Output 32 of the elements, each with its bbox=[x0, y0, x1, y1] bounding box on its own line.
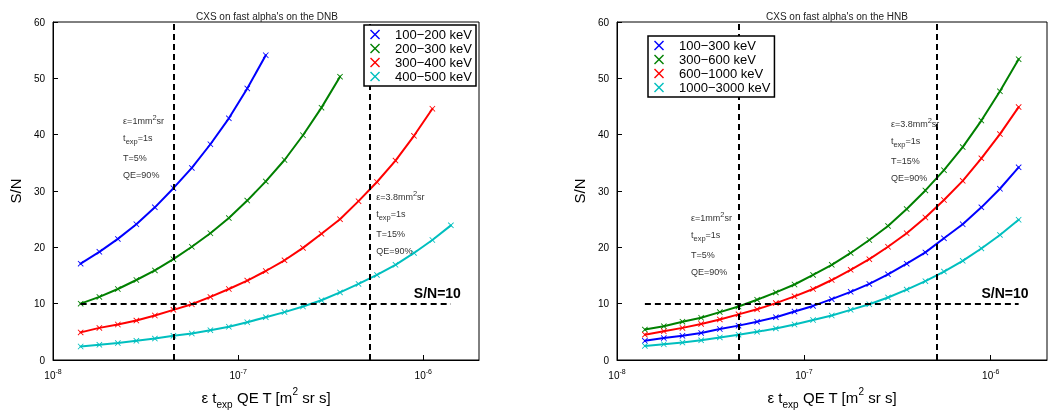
ref-line-label: S/N=10 bbox=[413, 284, 462, 301]
text: ε=3.8mm$^{2}$sr t$_{exp}$=1s T=15% QE=90% bbox=[890, 116, 940, 184]
y-tick-label: 50 bbox=[33, 72, 46, 84]
y-tick-label: 60 bbox=[597, 16, 610, 28]
text: ε=1mm$^{2}$sr t$_{exp}$=1s T=5% QE=90% bbox=[690, 209, 732, 277]
text: ε=3.8mm$^{2}$sr t$_{exp}$=1s T=15% QE=90% bbox=[376, 189, 425, 256]
y-tick-label: 30 bbox=[33, 185, 46, 197]
y-tick-label: 20 bbox=[597, 241, 610, 253]
text: ε=1mm$^{2}$sr t$_{exp}$=1s T=5% QE=90% bbox=[123, 112, 165, 180]
legend-label: 100−300 keV bbox=[679, 38, 757, 53]
legend-label: 300−600 keV bbox=[679, 52, 757, 67]
legend-label: 300−400 keV bbox=[395, 55, 473, 70]
legend-label: 1000−3000 keV bbox=[679, 80, 771, 95]
y-axis-title: S/N bbox=[570, 178, 588, 204]
y-tick-label: 30 bbox=[597, 185, 610, 197]
ref-line-label: S/N=10 bbox=[981, 284, 1029, 301]
y-tick-label: 40 bbox=[33, 129, 46, 141]
legend-label: 100−200 keV bbox=[395, 27, 473, 42]
y-tick-label: 0 bbox=[39, 354, 46, 366]
y-tick-label: 10 bbox=[33, 298, 46, 310]
legend-label: 200−300 keV bbox=[395, 41, 473, 56]
y-axis-title: S/N bbox=[7, 178, 24, 204]
y-tick-label: 20 bbox=[33, 241, 46, 253]
chart-title: CXS on fast alpha's on the DNB bbox=[196, 10, 339, 22]
legend-label: 600−1000 keV bbox=[679, 66, 764, 81]
y-tick-label: 60 bbox=[33, 16, 46, 28]
y-tick-label: 50 bbox=[597, 72, 610, 84]
y-tick-label: 10 bbox=[597, 298, 610, 310]
y-tick-label: 40 bbox=[597, 129, 610, 141]
chart-title: CXS on fast alpha's on the HNB bbox=[766, 10, 909, 22]
y-tick-label: 0 bbox=[603, 354, 610, 366]
legend-label: 400−500 keV bbox=[395, 69, 473, 84]
